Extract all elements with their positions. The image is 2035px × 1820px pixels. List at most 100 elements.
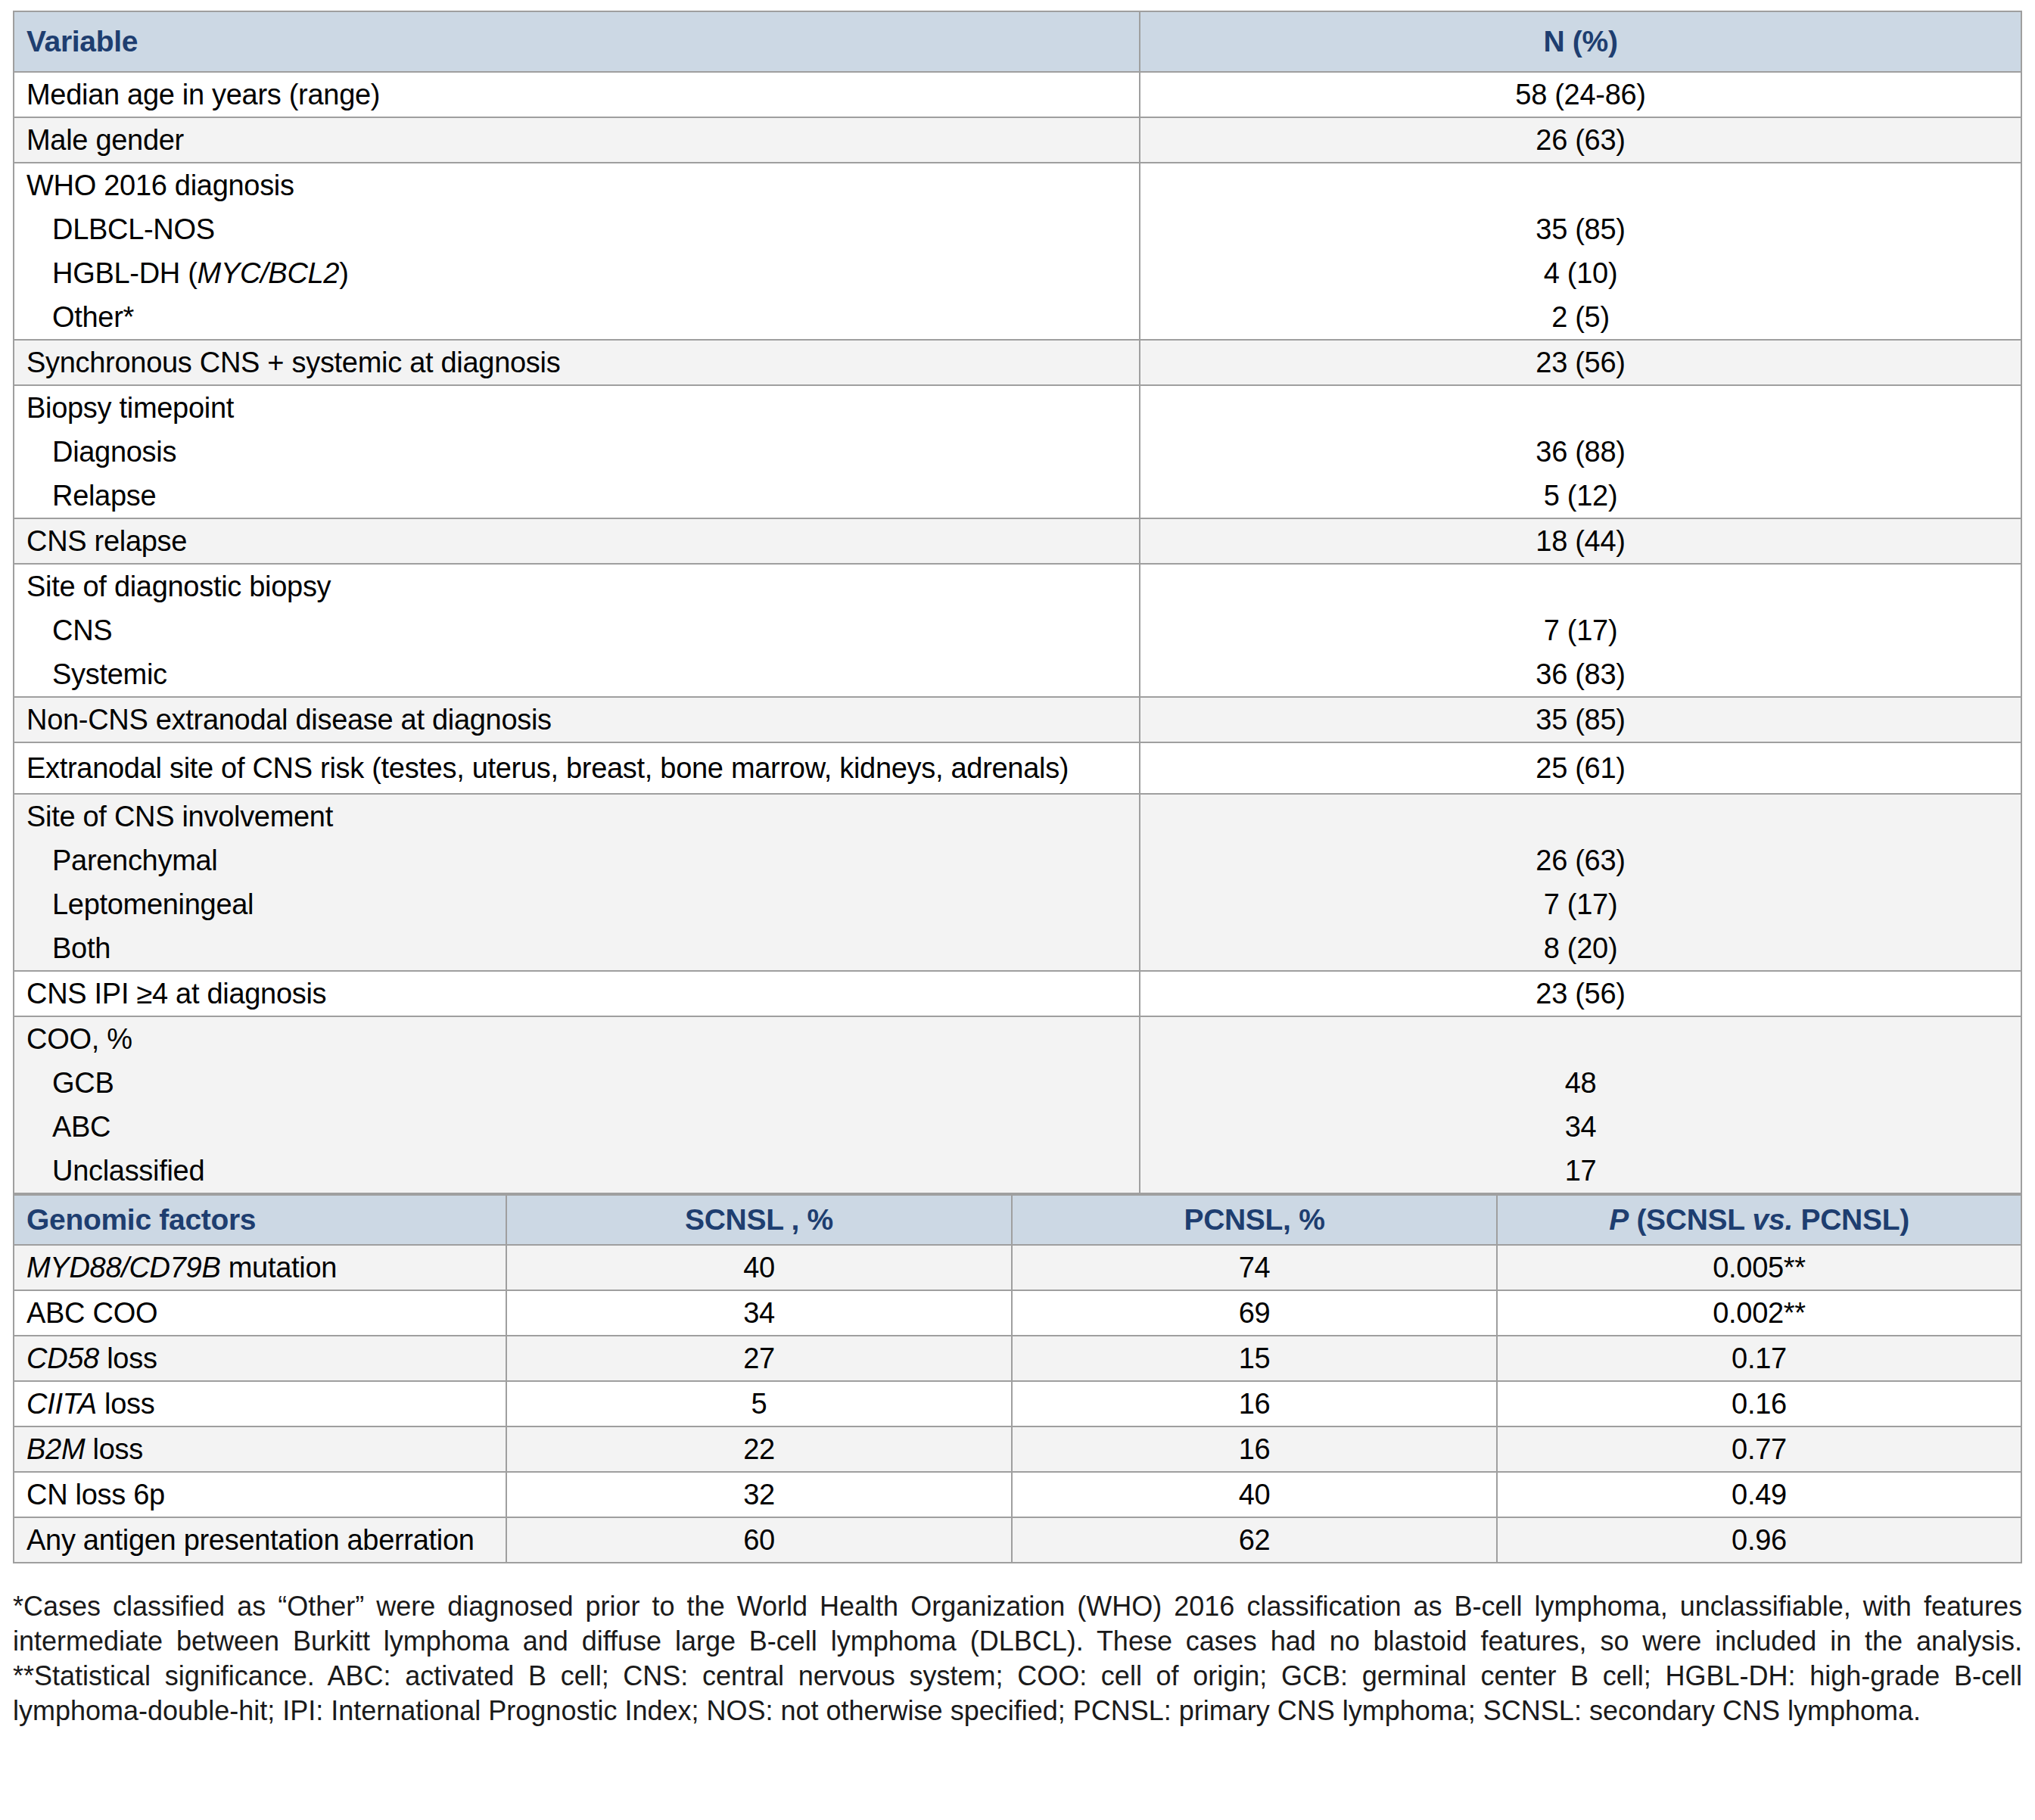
p-value-cell: 0.77 bbox=[1497, 1426, 2021, 1472]
text-segment: (SCNSL bbox=[1629, 1203, 1753, 1236]
n-percent-cell: 483417 bbox=[1140, 1016, 2021, 1193]
text-segment: loss bbox=[85, 1433, 143, 1465]
p-value-cell: 0.16 bbox=[1497, 1381, 2021, 1426]
variable-subitem-label: Unclassified bbox=[26, 1149, 1127, 1193]
variable-cell: Median age in years (range) bbox=[14, 72, 1140, 117]
text-segment: Genomic factors bbox=[26, 1203, 256, 1236]
variable-label: CNS IPI ≥4 at diagnosis bbox=[26, 972, 1127, 1016]
text-segment: loss bbox=[99, 1342, 157, 1374]
text-segment: CNS IPI ≥4 at diagnosis bbox=[26, 978, 326, 1010]
variable-cell: CNS relapse bbox=[14, 518, 1140, 564]
pcnsl-value-cell: 40 bbox=[1012, 1472, 1497, 1517]
genomic-factor-cell: MYD88/CD79B mutation bbox=[14, 1245, 506, 1290]
gene-name-italic: CD58 bbox=[26, 1342, 99, 1374]
text-segment: Synchronous CNS + systemic at diagnosis bbox=[26, 347, 560, 378]
variable-cell: Site of diagnostic biopsyCNSSystemic bbox=[14, 564, 1140, 697]
n-percent-value: 34 bbox=[1153, 1105, 2009, 1149]
n-percent-cell: 7 (17)36 (83) bbox=[1140, 564, 2021, 697]
genomic-column-header: P (SCNSL vs. PCNSL) bbox=[1497, 1195, 2021, 1245]
variable-subitem-label: GCB bbox=[26, 1061, 1127, 1105]
variable-subitem-label: DLBCL-NOS bbox=[26, 207, 1127, 251]
genomic-factor-cell: Any antigen presentation aberration bbox=[14, 1517, 506, 1563]
pcnsl-value-cell: 15 bbox=[1012, 1336, 1497, 1381]
n-percent-value: 26 (63) bbox=[1153, 838, 2009, 882]
text-segment: Leptomeningeal bbox=[52, 888, 254, 920]
demographics-header-row: Variable N (%) bbox=[14, 11, 2021, 72]
n-percent-value: 8 (20) bbox=[1153, 926, 2009, 970]
table-row: CIITA loss5160.16 bbox=[14, 1381, 2021, 1426]
text-segment: Any antigen presentation aberration bbox=[26, 1524, 475, 1556]
variable-subitem-label: Both bbox=[26, 926, 1127, 970]
variable-cell: Biopsy timepointDiagnosisRelapse bbox=[14, 385, 1140, 518]
variable-subitem-label: ABC bbox=[26, 1105, 1127, 1149]
gene-name-italic: MYD88/CD79B bbox=[26, 1252, 220, 1283]
variable-label: Extranodal site of CNS risk (testes, ute… bbox=[26, 743, 1127, 793]
variable-label: Median age in years (range) bbox=[26, 73, 1127, 117]
n-percent-cell: 25 (61) bbox=[1140, 742, 2021, 794]
n-percent-value: 5 (12) bbox=[1153, 474, 2009, 518]
n-percent-value: 4 (10) bbox=[1153, 251, 2009, 295]
n-percent-cell: 35 (85)4 (10)2 (5) bbox=[1140, 163, 2021, 340]
gene-name-italic: CIITA bbox=[26, 1388, 97, 1420]
column-header-variable: Variable bbox=[14, 11, 1140, 72]
scnsl-value-cell: 27 bbox=[506, 1336, 1012, 1381]
n-percent-value bbox=[1153, 163, 2009, 207]
variable-label: Male gender bbox=[26, 118, 1127, 162]
variable-cell: Synchronous CNS + systemic at diagnosis bbox=[14, 340, 1140, 385]
variable-label: COO, % bbox=[26, 1017, 1127, 1061]
table-row: ABC COO34690.002** bbox=[14, 1290, 2021, 1336]
n-percent-cell: 26 (63)7 (17)8 (20) bbox=[1140, 794, 2021, 971]
text-segment: ) bbox=[339, 257, 348, 289]
n-percent-value: 23 (56) bbox=[1153, 972, 2009, 1016]
table-row: Median age in years (range) 58 (24-86) bbox=[14, 72, 2021, 117]
table-row: Male gender 26 (63) bbox=[14, 117, 2021, 163]
patient-characteristics-table: Variable N (%) Median age in years (rang… bbox=[13, 11, 2022, 1194]
table-row: WHO 2016 diagnosis DLBCL-NOS HGBL-DH (MYC/… bbox=[14, 163, 2021, 340]
table-row: CNS IPI ≥4 at diagnosis 23 (56) bbox=[14, 971, 2021, 1016]
text-segment: DLBCL-NOS bbox=[52, 213, 215, 245]
n-percent-value: 7 (17) bbox=[1153, 608, 2009, 652]
table-row: Biopsy timepointDiagnosisRelapse 36 (88)… bbox=[14, 385, 2021, 518]
n-percent-value: 35 (85) bbox=[1153, 698, 2009, 742]
text-segment: Median age in years (range) bbox=[26, 79, 380, 110]
scnsl-value-cell: 60 bbox=[506, 1517, 1012, 1563]
table-row: Synchronous CNS + systemic at diagnosis2… bbox=[14, 340, 2021, 385]
n-percent-cell: 35 (85) bbox=[1140, 697, 2021, 742]
n-percent-cell: 26 (63) bbox=[1140, 117, 2021, 163]
variable-cell: Non-CNS extranodal disease at diagnosis bbox=[14, 697, 1140, 742]
variable-cell: CNS IPI ≥4 at diagnosis bbox=[14, 971, 1140, 1016]
variable-subitem-label: HGBL-DH (MYC/BCL2) bbox=[26, 251, 1127, 295]
text-segment: COO, % bbox=[26, 1023, 132, 1055]
variable-label: Non-CNS extranodal disease at diagnosis bbox=[26, 698, 1127, 742]
table-footnote: *Cases classified as “Other” were diagno… bbox=[13, 1589, 2022, 1728]
n-percent-value: 58 (24-86) bbox=[1153, 73, 2009, 117]
text-segment: GCB bbox=[52, 1067, 114, 1099]
variable-cell: Male gender bbox=[14, 117, 1140, 163]
variable-cell: Site of CNS involvementParenchymalLeptom… bbox=[14, 794, 1140, 971]
text-segment: ABC COO bbox=[26, 1297, 157, 1329]
n-percent-value: 35 (85) bbox=[1153, 207, 2009, 251]
variable-subitem-label: Systemic bbox=[26, 652, 1127, 696]
variable-subitem-label: Other* bbox=[26, 295, 1127, 339]
gene-name-italic: MYC/BCL2 bbox=[198, 257, 340, 289]
gene-name-italic: B2M bbox=[26, 1433, 85, 1465]
variable-label: Biopsy timepoint bbox=[26, 386, 1127, 430]
gene-name-italic: vs. bbox=[1753, 1203, 1793, 1236]
p-value-cell: 0.005** bbox=[1497, 1245, 2021, 1290]
n-percent-value: 25 (61) bbox=[1153, 752, 2009, 785]
n-percent-value: 26 (63) bbox=[1153, 118, 2009, 162]
text-segment: PCNSL) bbox=[1793, 1203, 1909, 1236]
genomic-column-header: Genomic factors bbox=[14, 1195, 506, 1245]
variable-subitem-label: Relapse bbox=[26, 474, 1127, 518]
variable-subitem-label: Diagnosis bbox=[26, 430, 1127, 474]
text-segment: Site of CNS involvement bbox=[26, 801, 333, 832]
table-row: CD58 loss27150.17 bbox=[14, 1336, 2021, 1381]
genomic-header-row: Genomic factorsSCNSL , %PCNSL, %P (SCNSL… bbox=[14, 1195, 2021, 1245]
scnsl-value-cell: 5 bbox=[506, 1381, 1012, 1426]
variable-subitem-label: CNS bbox=[26, 608, 1127, 652]
variable-label: CNS relapse bbox=[26, 519, 1127, 563]
variable-label: WHO 2016 diagnosis bbox=[26, 163, 1127, 207]
text-segment: Non-CNS extranodal disease at diagnosis bbox=[26, 704, 552, 736]
table-row: Any antigen presentation aberration60620… bbox=[14, 1517, 2021, 1563]
text-segment: CNS bbox=[52, 614, 112, 646]
